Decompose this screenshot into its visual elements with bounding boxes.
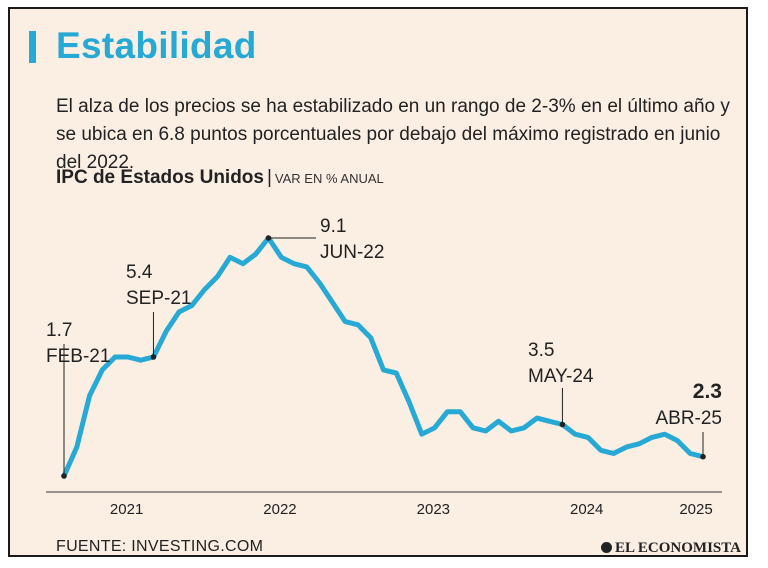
annotation-value-label: 1.7 — [46, 320, 72, 341]
page-title: Estabilidad — [56, 25, 257, 66]
x-tick-label: 2025 — [679, 501, 712, 518]
annotation-point — [559, 421, 566, 428]
brand: EL ECONOMISTA — [601, 539, 741, 557]
annotation-value-label: 9.1 — [320, 216, 346, 237]
annotation-date-label: FEB-21 — [46, 346, 110, 367]
chart-title-separator: | — [266, 167, 272, 188]
brand-name: EL ECONOMISTA — [615, 540, 741, 556]
chart-unit: VAR EN % ANUAL — [274, 171, 384, 186]
title-accent-bar — [29, 31, 36, 63]
annotation-point — [700, 453, 706, 460]
x-tick-label: 2021 — [110, 501, 143, 518]
annotation-point — [265, 235, 272, 241]
source-note: FUENTE: INVESTING.COM — [56, 538, 264, 555]
annotation-date-label: MAY-24 — [528, 366, 594, 387]
chart-title-row: IPC de Estados Unidos | VAR EN % ANUAL — [56, 167, 384, 189]
x-tick-label: 2023 — [417, 501, 450, 518]
x-tick-label: 2022 — [263, 501, 296, 518]
annotation-value-label: 2.3 — [693, 380, 722, 403]
annotation-point — [150, 354, 157, 360]
annotation-date-label: SEP-21 — [126, 288, 191, 309]
series-line — [61, 235, 706, 479]
brand-logo-icon — [601, 542, 612, 553]
x-tick-label: 2024 — [570, 501, 603, 518]
annotation-point — [61, 473, 67, 479]
chart-title: IPC de Estados Unidos — [56, 167, 264, 188]
infographic-card: Estabilidad El alza de los precios se ha… — [8, 7, 748, 557]
annotation-value-label: 5.4 — [126, 262, 153, 283]
annotation-value-label: 3.5 — [528, 340, 554, 361]
annotation-date-label: ABR-25 — [655, 408, 722, 429]
annotation-date-label: JUN-22 — [320, 242, 384, 263]
subtitle: El alza de los precios se ha estabilizad… — [56, 96, 730, 173]
